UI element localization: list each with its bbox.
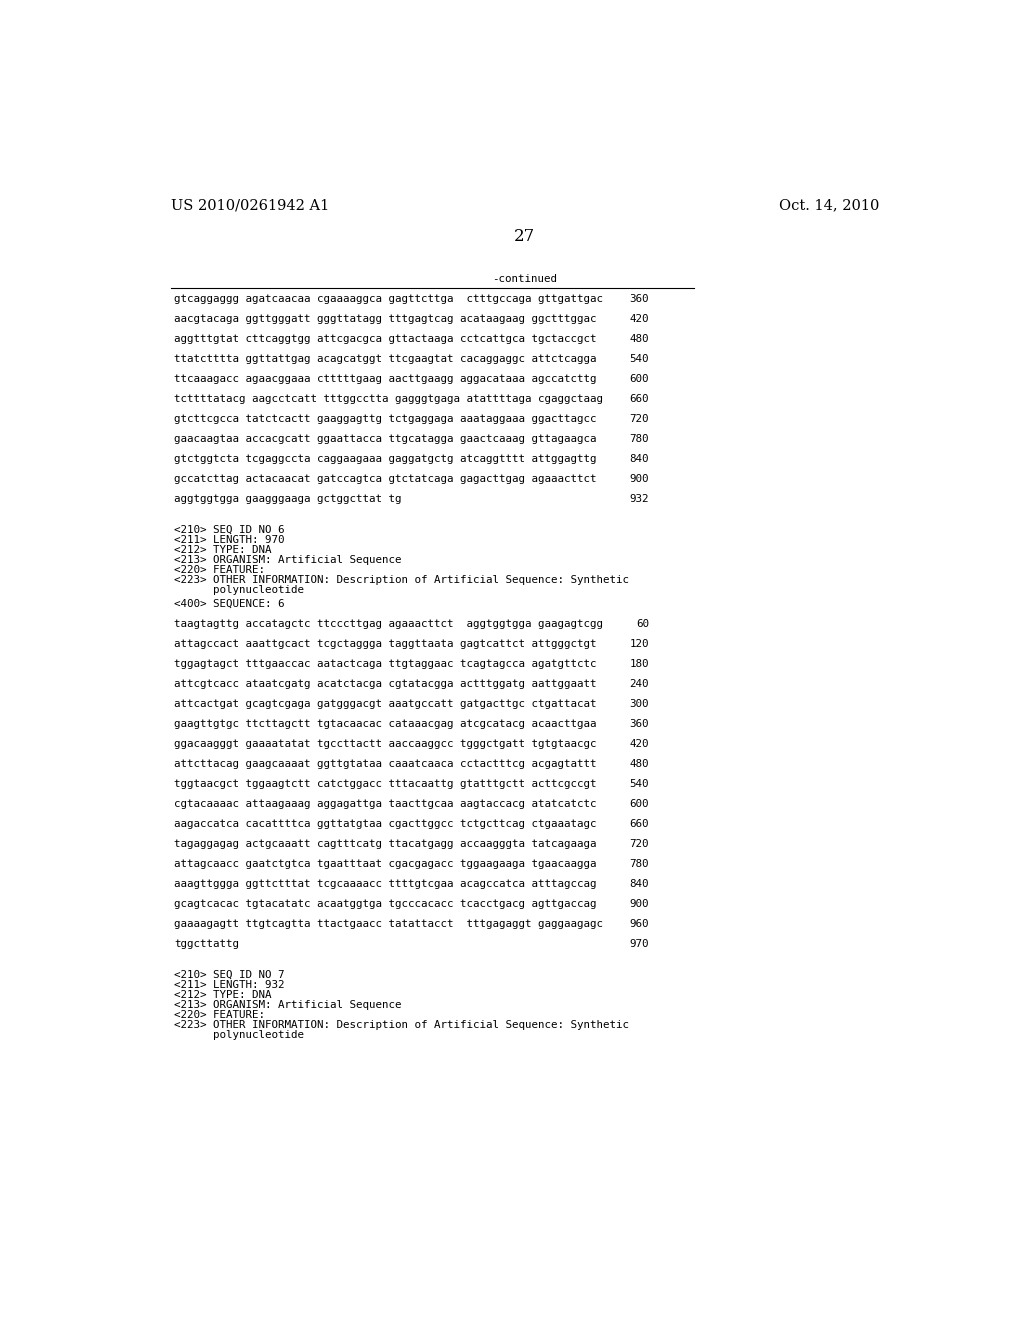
Text: 960: 960 [630, 919, 649, 929]
Text: tggcttattg: tggcttattg [174, 940, 240, 949]
Text: <210> SEQ ID NO 7: <210> SEQ ID NO 7 [174, 970, 285, 979]
Text: 900: 900 [630, 474, 649, 484]
Text: tggagtagct tttgaaccac aatactcaga ttgtaggaac tcagtagcca agatgttctc: tggagtagct tttgaaccac aatactcaga ttgtagg… [174, 659, 597, 669]
Text: 660: 660 [630, 818, 649, 829]
Text: ggacaagggt gaaaatatat tgccttactt aaccaaggcc tgggctgatt tgtgtaacgc: ggacaagggt gaaaatatat tgccttactt aaccaag… [174, 739, 597, 748]
Text: tggtaacgct tggaagtctt catctggacc tttacaattg gtatttgctt acttcgccgt: tggtaacgct tggaagtctt catctggacc tttacaa… [174, 779, 597, 789]
Text: 600: 600 [630, 799, 649, 809]
Text: attagcaacc gaatctgtca tgaatttaat cgacgagacc tggaagaaga tgaacaagga: attagcaacc gaatctgtca tgaatttaat cgacgag… [174, 859, 597, 869]
Text: aggtttgtat cttcaggtgg attcgacgca gttactaaga cctcattgca tgctaccgct: aggtttgtat cttcaggtgg attcgacgca gttacta… [174, 334, 597, 345]
Text: gtcaggaggg agatcaacaa cgaaaaggca gagttcttga  ctttgccaga gttgattgac: gtcaggaggg agatcaacaa cgaaaaggca gagttct… [174, 294, 603, 304]
Text: 240: 240 [630, 678, 649, 689]
Text: 840: 840 [630, 879, 649, 890]
Text: 360: 360 [630, 719, 649, 729]
Text: taagtagttg accatagctc ttcccttgag agaaacttct  aggtggtgga gaagagtcgg: taagtagttg accatagctc ttcccttgag agaaact… [174, 619, 603, 628]
Text: 720: 720 [630, 840, 649, 849]
Text: 900: 900 [630, 899, 649, 909]
Text: 360: 360 [630, 294, 649, 304]
Text: ttatctttta ggttattgag acagcatggt ttcgaagtat cacaggaggc attctcagga: ttatctttta ggttattgag acagcatggt ttcgaag… [174, 354, 597, 364]
Text: 120: 120 [630, 639, 649, 649]
Text: 600: 600 [630, 374, 649, 384]
Text: gtctggtcta tcgaggccta caggaagaaa gaggatgctg atcaggtttt attggagttg: gtctggtcta tcgaggccta caggaagaaa gaggatg… [174, 454, 597, 465]
Text: <211> LENGTH: 932: <211> LENGTH: 932 [174, 979, 285, 990]
Text: 27: 27 [514, 227, 536, 244]
Text: 540: 540 [630, 779, 649, 789]
Text: 420: 420 [630, 739, 649, 748]
Text: 932: 932 [630, 494, 649, 504]
Text: polynucleotide: polynucleotide [174, 585, 304, 595]
Text: <220> FEATURE:: <220> FEATURE: [174, 1010, 265, 1020]
Text: gaagttgtgc ttcttagctt tgtacaacac cataaacgag atcgcatacg acaacttgaa: gaagttgtgc ttcttagctt tgtacaacac cataaac… [174, 719, 597, 729]
Text: <223> OTHER INFORMATION: Description of Artificial Sequence: Synthetic: <223> OTHER INFORMATION: Description of … [174, 1020, 630, 1030]
Text: gcagtcacac tgtacatatc acaatggtga tgcccacacc tcacctgacg agttgaccag: gcagtcacac tgtacatatc acaatggtga tgcccac… [174, 899, 597, 909]
Text: <211> LENGTH: 970: <211> LENGTH: 970 [174, 535, 285, 545]
Text: ttcaaagacc agaacggaaa ctttttgaag aacttgaagg aggacataaa agccatcttg: ttcaaagacc agaacggaaa ctttttgaag aacttga… [174, 374, 597, 384]
Text: tcttttatacg aagcctcatt tttggcctta gagggtgaga atattttaga cgaggctaag: tcttttatacg aagcctcatt tttggcctta gagggt… [174, 395, 603, 404]
Text: aacgtacaga ggttgggatt gggttatagg tttgagtcag acataagaag ggctttggac: aacgtacaga ggttgggatt gggttatagg tttgagt… [174, 314, 597, 323]
Text: <212> TYPE: DNA: <212> TYPE: DNA [174, 545, 272, 554]
Text: aaagttggga ggttctttat tcgcaaaacc ttttgtcgaa acagccatca atttagccag: aaagttggga ggttctttat tcgcaaaacc ttttgtc… [174, 879, 597, 890]
Text: 480: 480 [630, 759, 649, 770]
Text: attcttacag gaagcaaaat ggttgtataa caaatcaaca cctactttcg acgagtattt: attcttacag gaagcaaaat ggttgtataa caaatca… [174, 759, 597, 770]
Text: 970: 970 [630, 940, 649, 949]
Text: polynucleotide: polynucleotide [174, 1030, 304, 1040]
Text: aggtggtgga gaagggaaga gctggcttat tg: aggtggtgga gaagggaaga gctggcttat tg [174, 494, 402, 504]
Text: <220> FEATURE:: <220> FEATURE: [174, 565, 265, 576]
Text: <212> TYPE: DNA: <212> TYPE: DNA [174, 990, 272, 1001]
Text: gaaaagagtt ttgtcagtta ttactgaacc tatattacct  tttgagaggt gaggaagagc: gaaaagagtt ttgtcagtta ttactgaacc tatatta… [174, 919, 603, 929]
Text: 60: 60 [636, 619, 649, 628]
Text: 780: 780 [630, 434, 649, 444]
Text: <213> ORGANISM: Artificial Sequence: <213> ORGANISM: Artificial Sequence [174, 1001, 402, 1010]
Text: <213> ORGANISM: Artificial Sequence: <213> ORGANISM: Artificial Sequence [174, 554, 402, 565]
Text: aagaccatca cacattttca ggttatgtaa cgacttggcc tctgcttcag ctgaaatagc: aagaccatca cacattttca ggttatgtaa cgacttg… [174, 818, 597, 829]
Text: 480: 480 [630, 334, 649, 345]
Text: <210> SEQ ID NO 6: <210> SEQ ID NO 6 [174, 525, 285, 535]
Text: 300: 300 [630, 700, 649, 709]
Text: gaacaagtaa accacgcatt ggaattacca ttgcatagga gaactcaaag gttagaagca: gaacaagtaa accacgcatt ggaattacca ttgcata… [174, 434, 597, 444]
Text: gtcttcgcca tatctcactt gaaggagttg tctgaggaga aaataggaaa ggacttagcc: gtcttcgcca tatctcactt gaaggagttg tctgagg… [174, 414, 597, 424]
Text: 780: 780 [630, 859, 649, 869]
Text: 660: 660 [630, 395, 649, 404]
Text: gccatcttag actacaacat gatccagtca gtctatcaga gagacttgag agaaacttct: gccatcttag actacaacat gatccagtca gtctatc… [174, 474, 597, 484]
Text: 720: 720 [630, 414, 649, 424]
Text: Oct. 14, 2010: Oct. 14, 2010 [778, 198, 879, 213]
Text: <223> OTHER INFORMATION: Description of Artificial Sequence: Synthetic: <223> OTHER INFORMATION: Description of … [174, 576, 630, 585]
Text: 540: 540 [630, 354, 649, 364]
Text: attcgtcacc ataatcgatg acatctacga cgtatacgga actttggatg aattggaatt: attcgtcacc ataatcgatg acatctacga cgtatac… [174, 678, 597, 689]
Text: attagccact aaattgcact tcgctaggga taggttaata gagtcattct attgggctgt: attagccact aaattgcact tcgctaggga taggtta… [174, 639, 597, 649]
Text: attcactgat gcagtcgaga gatgggacgt aaatgccatt gatgacttgc ctgattacat: attcactgat gcagtcgaga gatgggacgt aaatgcc… [174, 700, 597, 709]
Text: 840: 840 [630, 454, 649, 465]
Text: cgtacaaaac attaagaaag aggagattga taacttgcaa aagtaccacg atatcatctc: cgtacaaaac attaagaaag aggagattga taacttg… [174, 799, 597, 809]
Text: tagaggagag actgcaaatt cagtttcatg ttacatgagg accaagggta tatcagaaga: tagaggagag actgcaaatt cagtttcatg ttacatg… [174, 840, 597, 849]
Text: 420: 420 [630, 314, 649, 323]
Text: US 2010/0261942 A1: US 2010/0261942 A1 [171, 198, 329, 213]
Text: -continued: -continued [493, 275, 557, 284]
Text: <400> SEQUENCE: 6: <400> SEQUENCE: 6 [174, 599, 285, 609]
Text: 180: 180 [630, 659, 649, 669]
